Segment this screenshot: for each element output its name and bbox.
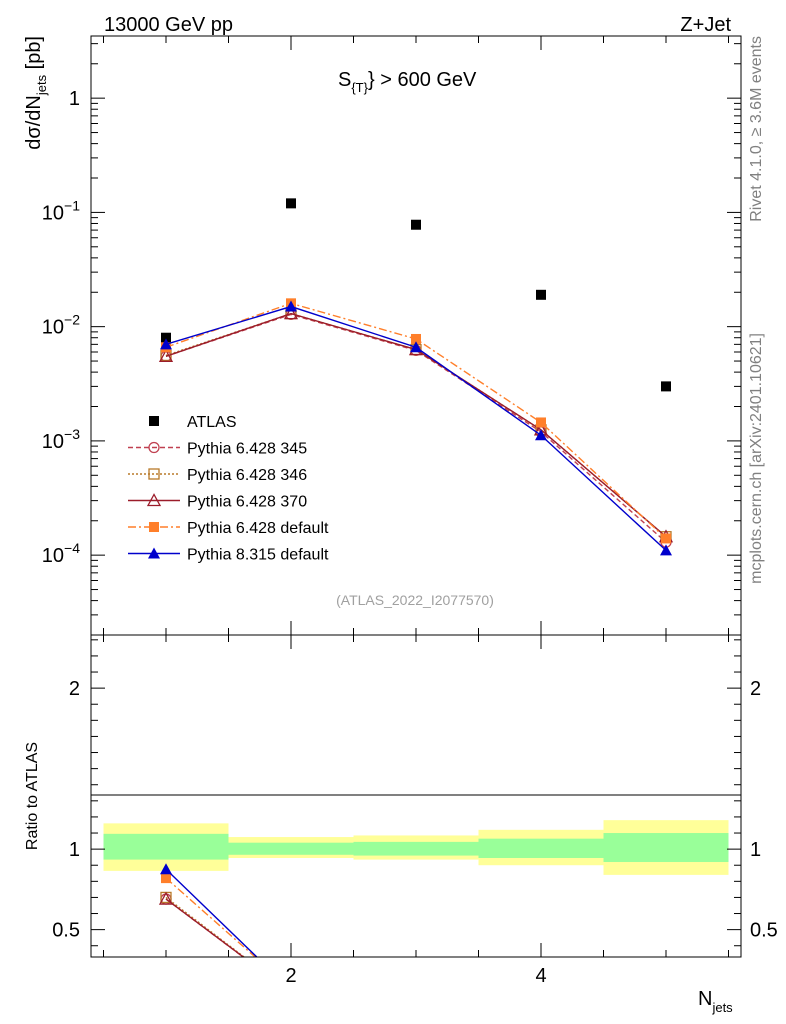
ratio-point (160, 863, 172, 875)
ratio-inner-band (478, 838, 604, 858)
ratio-series-pythia-8-315-default (160, 863, 258, 957)
ratio-ticks: 0.5 0.5 1 1 2 2 2 4 (52, 635, 778, 987)
legend-entry: Pythia 6.428 346 (128, 467, 307, 484)
ratio-series-pythia-6-428-345 (160, 893, 245, 957)
data-point (536, 289, 546, 300)
ratio-y-tick-label-right: 0.5 (750, 920, 778, 942)
legend-marker (148, 468, 160, 480)
legend: ATLAS Pythia 6.428 345 Pythia 6.428 346 Pyt… (128, 414, 329, 564)
ratio-line (165, 877, 257, 957)
ratio-y-tick-label-left: 0.5 (52, 920, 80, 942)
ratio-line (165, 896, 246, 957)
rivet-version-label: Rivet 4.1.0, ≥ 3.6M events (748, 36, 765, 222)
x-axis-label: Njets (698, 988, 733, 1015)
data-point (536, 417, 546, 428)
ratio-y-tick-label-left: 2 (69, 678, 80, 700)
data-point (161, 332, 171, 343)
legend-marker (148, 547, 160, 559)
data-point (411, 333, 421, 344)
ratio-series-group (158, 863, 258, 957)
ratio-y-tick-label-right: 1 (750, 839, 761, 861)
data-point (535, 429, 547, 441)
analysis-label: (ATLAS_2022_I2077570) (336, 592, 494, 608)
x-tick-label: 2 (285, 965, 296, 987)
legend-label: Pythia 6.428 370 (187, 494, 307, 511)
header-left-title: 13000 GeV pp (104, 14, 233, 36)
ratio-series-pythia-6-428-370 (158, 891, 245, 957)
legend-entry: Pythia 6.428 370 (128, 493, 307, 511)
legend-marker (146, 493, 162, 507)
legend-marker (149, 416, 159, 426)
x-tick-label: 4 (535, 965, 546, 987)
ratio-series-pythia-6-428-default (161, 873, 257, 957)
main-y-tick-label: 10−2 (42, 312, 80, 339)
mcplots-label: mcplots.cern.ch [arXiv:2401.10621] (748, 333, 765, 584)
ratio-panel: 0.5 0.5 1 1 2 2 2 4 Ratio to ATLAS Njets (24, 634, 778, 1015)
ratio-point (161, 873, 171, 884)
main-y-tick-label: 10−4 (42, 540, 80, 567)
ratio-inner-band (353, 841, 479, 856)
legend-label: Pythia 6.428 default (187, 520, 329, 537)
main-y-axis-label: dσ/dNjets [pb] (23, 36, 49, 150)
series-pythia-8-315-default (160, 300, 672, 556)
ratio-inner-band (603, 833, 729, 863)
main-y-tick-label: 10−3 (42, 426, 80, 453)
ratio-y-axis-label: Ratio to ATLAS (24, 742, 41, 850)
data-point (411, 219, 421, 230)
ratio-inner-band (103, 833, 229, 860)
legend-marker (149, 522, 159, 532)
ratio-y-tick-label-right: 2 (750, 678, 761, 700)
main-y-tick-label: 1 (69, 88, 80, 110)
legend-entry: Pythia 6.428 default (128, 520, 329, 537)
data-point (283, 306, 299, 320)
data-point (660, 544, 672, 556)
legend-label: Pythia 6.428 346 (187, 467, 307, 484)
ratio-line (165, 868, 258, 957)
main-y-tick-label: 10−1 (42, 197, 80, 224)
ratio-y-tick-label-left: 1 (69, 839, 80, 861)
series-line (165, 313, 667, 543)
legend-label: Pythia 8.315 default (187, 547, 329, 564)
data-point (410, 341, 422, 353)
chart-title: S{T}} > 600 GeV (338, 69, 477, 95)
legend-entry: Pythia 6.428 345 (128, 441, 307, 458)
legend-entry: Pythia 8.315 default (128, 547, 329, 564)
legend-entry: ATLAS (149, 414, 237, 431)
ratio-uncertainty-bands (103, 820, 729, 875)
ratio-frame (90, 634, 742, 958)
data-point (158, 348, 174, 362)
data-point (285, 300, 297, 312)
data-point (160, 338, 172, 350)
header-right-title: Z+Jet (680, 14, 731, 36)
series-atlas (161, 198, 671, 392)
data-point (661, 381, 671, 392)
ratio-inner-band (228, 842, 354, 855)
legend-label: Pythia 6.428 345 (187, 441, 307, 458)
ratio-point (158, 891, 174, 905)
legend-label: ATLAS (187, 414, 237, 431)
data-point (286, 198, 296, 209)
data-point (661, 533, 671, 544)
legend-marker (148, 441, 160, 454)
main-series-group (158, 198, 674, 556)
main-panel: 10−4 10−3 10−2 10−1 1 S{T}} > 600 GeV (ATLAS… (23, 35, 742, 636)
ratio-series-pythia-6-428-346 (160, 891, 246, 957)
main-ticks: 10−4 10−3 10−2 10−1 1 (42, 36, 741, 636)
